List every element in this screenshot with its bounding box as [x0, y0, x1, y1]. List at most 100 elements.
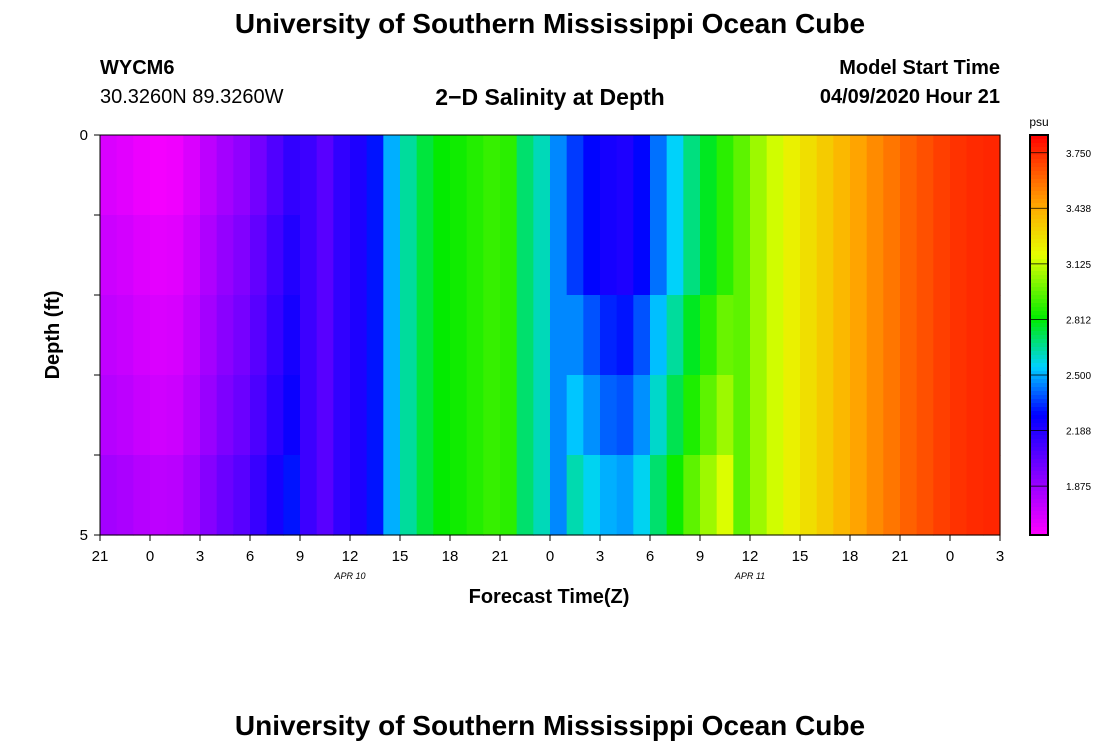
colorbar-segment: [1030, 255, 1048, 260]
colorbar-segment: [1030, 467, 1048, 472]
heatmap-cell: [283, 375, 301, 456]
heatmap-cell: [350, 215, 368, 296]
heatmap-cell: [966, 455, 984, 536]
heatmap-cell: [966, 295, 984, 376]
heatmap-cell: [633, 135, 651, 216]
heatmap-cell: [100, 295, 118, 376]
heatmap-cell: [366, 135, 384, 216]
heatmap-cell: [516, 215, 534, 296]
page-title: University of Southern Mississippi Ocean…: [234, 8, 866, 39]
heatmap-cell: [266, 295, 284, 376]
colorbar-segment: [1030, 303, 1048, 308]
heatmap-cell: [466, 455, 484, 536]
heatmap-cell: [683, 215, 701, 296]
heatmap-cell: [616, 135, 634, 216]
x-tick-label: 0: [546, 548, 554, 565]
heatmap-cell: [533, 135, 551, 216]
heatmap-cell: [216, 135, 234, 216]
heatmap-cell: [183, 455, 201, 536]
heatmap-cell: [533, 455, 551, 536]
colorbar-frame: [1029, 134, 1049, 536]
heatmap-cell: [333, 215, 351, 296]
heatmap-cell: [650, 295, 668, 376]
heatmap-cell: [450, 135, 468, 216]
heatmap-cell: [750, 375, 768, 456]
colorbar-segment: [1030, 335, 1048, 340]
heatmap-cell: [200, 135, 218, 216]
heatmap-cell: [983, 135, 1001, 216]
heatmap-cell: [366, 455, 384, 536]
heatmap-cell: [850, 215, 868, 296]
colorbar-segment: [1030, 399, 1048, 404]
heatmap-cell: [733, 295, 751, 376]
heatmap-cell: [766, 135, 784, 216]
heatmap-cell: [233, 215, 251, 296]
heatmap-cell: [966, 375, 984, 456]
heatmap-cell: [383, 295, 401, 376]
heatmap-cell: [700, 215, 718, 296]
colorbar: psu 1.875 2.188 2.500 2.812 3.125 3.438 3.750: [1029, 115, 1091, 536]
heatmap-cell: [100, 215, 118, 296]
colorbar-segment: [1030, 319, 1048, 324]
heatmap-cell: [583, 295, 601, 376]
heatmap-cell: [300, 295, 318, 376]
heatmap-cell: [300, 135, 318, 216]
heatmap-cell: [833, 455, 851, 536]
colorbar-segment: [1030, 315, 1048, 320]
heatmap-cell: [266, 375, 284, 456]
heatmap-cell: [300, 375, 318, 456]
x-date-label: APR 11: [734, 571, 765, 581]
colorbar-segment: [1030, 247, 1048, 252]
heatmap-cell: [200, 215, 218, 296]
chart-subtitle: 2−D Salinity at Depth: [435, 84, 665, 110]
colorbar-segment: [1030, 527, 1048, 532]
heatmap-cell: [250, 135, 268, 216]
colorbar-segment: [1030, 455, 1048, 460]
heatmap-cell: [466, 295, 484, 376]
heatmap-cell: [783, 295, 801, 376]
heatmap-cell: [700, 455, 718, 536]
heatmap-cell: [700, 375, 718, 456]
heatmap-cell: [666, 215, 684, 296]
heatmap-cell: [650, 375, 668, 456]
heatmap-cell: [850, 135, 868, 216]
heatmap-cell: [833, 375, 851, 456]
heatmap-cell: [900, 295, 918, 376]
heatmap-cell: [833, 295, 851, 376]
heatmap-cell: [100, 455, 118, 536]
colorbar-segment: [1030, 279, 1048, 284]
colorbar-segment: [1030, 167, 1048, 172]
colorbar-segment: [1030, 403, 1048, 408]
heatmap-cell: [866, 295, 884, 376]
heatmap-cell: [366, 375, 384, 456]
x-tick-label: 0: [146, 548, 154, 565]
model-start-value: 04/09/2020 Hour 21: [819, 86, 1000, 108]
colorbar-segment: [1030, 363, 1048, 368]
heatmap-cell: [866, 375, 884, 456]
heatmap-cell: [450, 455, 468, 536]
heatmap-cell: [783, 215, 801, 296]
heatmap-cell: [150, 215, 168, 296]
heatmap-cell: [400, 215, 418, 296]
colorbar-segment: [1030, 263, 1048, 268]
heatmap-cell: [333, 455, 351, 536]
heatmap-cell: [166, 295, 184, 376]
heatmap-cell: [483, 295, 501, 376]
colorbar-segment: [1030, 323, 1048, 328]
heatmap-cell: [200, 375, 218, 456]
heatmap-cell: [733, 455, 751, 536]
heatmap-cell: [750, 455, 768, 536]
heatmap-cell: [583, 455, 601, 536]
heatmap-cell: [383, 455, 401, 536]
heatmap-cell: [700, 135, 718, 216]
heatmap-cell: [133, 455, 151, 536]
heatmap-cell: [516, 135, 534, 216]
colorbar-segment: [1030, 515, 1048, 520]
colorbar-segment: [1030, 475, 1048, 480]
colorbar-segment: [1030, 207, 1048, 212]
heatmap-cell: [116, 135, 134, 216]
heatmap-cell: [900, 455, 918, 536]
colorbar-segment: [1030, 491, 1048, 496]
heatmap-cell: [716, 375, 734, 456]
colorbar-segment: [1030, 299, 1048, 304]
